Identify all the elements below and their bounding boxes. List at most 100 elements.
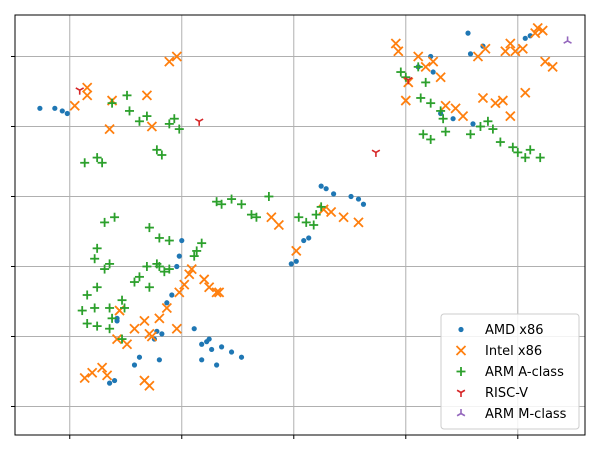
point-s3-0 (194, 118, 204, 126)
point-s2-31 (212, 197, 222, 207)
point-s2-68 (164, 236, 174, 246)
point-s2-50 (438, 114, 448, 124)
point-s1-5 (146, 121, 158, 132)
point-s1-29 (101, 370, 113, 381)
point-s1-17 (204, 282, 215, 293)
point-s2-54 (466, 129, 476, 139)
point-s1-38 (338, 212, 349, 223)
point-s2-77 (105, 303, 115, 313)
point-s2-52 (426, 134, 436, 144)
legend: AMD x86 Intel x86 ARM A-class RISC-V ARM M-c… (440, 313, 580, 430)
data-points (37, 22, 572, 391)
point-s1-25 (171, 323, 182, 334)
point-s0-23 (169, 292, 175, 298)
point-s0-33 (355, 196, 362, 202)
point-s1-28 (87, 367, 98, 378)
point-s0-29 (318, 183, 324, 189)
point-s1-14 (184, 269, 195, 280)
point-s2-35 (246, 210, 256, 220)
point-s0-5 (164, 300, 170, 306)
point-s0-13 (131, 362, 138, 368)
point-s1-65 (480, 43, 491, 54)
legend-label-0: AMD x86 (485, 323, 544, 338)
point-s2-26 (152, 145, 162, 155)
point-s1-60 (537, 25, 548, 36)
series-arm-m-class (563, 36, 572, 44)
legend-marker-3 (456, 389, 466, 397)
series-risc-v (75, 76, 413, 157)
point-s1-0 (69, 100, 80, 111)
point-s0-0 (37, 105, 43, 111)
point-s2-2 (107, 313, 117, 323)
point-s0-26 (179, 237, 185, 244)
point-s2-22 (142, 111, 152, 121)
point-s1-18 (211, 287, 222, 298)
point-s2-33 (227, 194, 237, 204)
point-s0-24 (174, 263, 180, 270)
point-s2-0 (82, 319, 92, 329)
point-s1-45 (435, 72, 446, 83)
point-s0-17 (206, 336, 212, 342)
point-s2-61 (520, 153, 530, 163)
point-s0-12 (136, 354, 143, 360)
point-s1-56 (517, 43, 528, 54)
point-s0-32 (348, 193, 354, 200)
point-s2-6 (134, 272, 144, 282)
point-s1-2 (82, 90, 93, 101)
point-s1-41 (393, 46, 404, 57)
point-s2-29 (92, 153, 102, 163)
point-s0-10 (106, 380, 113, 386)
legend-label-1: Intel x86 (485, 344, 542, 359)
point-s2-53 (441, 127, 451, 137)
point-s2-19 (122, 90, 132, 100)
point-s1-30 (79, 372, 90, 384)
point-s2-25 (164, 119, 174, 129)
point-s2-44 (401, 72, 411, 82)
point-s2-14 (164, 264, 174, 274)
point-s2-7 (144, 282, 154, 292)
point-s1-32 (144, 380, 155, 391)
point-s2-51 (418, 129, 428, 139)
point-s2-27 (157, 150, 167, 160)
point-s2-43 (396, 67, 406, 77)
legend-marker-1 (455, 345, 467, 356)
point-s1-27 (96, 362, 108, 373)
point-s2-42 (316, 202, 326, 212)
point-s1-16 (199, 274, 210, 285)
point-s1-66 (472, 51, 484, 62)
point-s2-48 (426, 98, 436, 108)
point-s2-39 (301, 217, 311, 227)
point-s2-55 (475, 121, 485, 131)
point-s2-16 (192, 246, 202, 256)
plot-frame (14, 14, 586, 436)
point-s0-14 (156, 357, 162, 363)
point-s0-1 (52, 105, 58, 111)
point-s1-62 (530, 28, 541, 39)
point-s1-11 (146, 331, 158, 342)
point-s2-71 (105, 259, 115, 269)
point-s1-8 (171, 51, 182, 62)
point-s1-7 (164, 56, 175, 67)
point-s1-13 (179, 279, 190, 290)
point-s1-42 (413, 51, 424, 62)
point-s2-65 (110, 212, 120, 222)
point-s3-3 (75, 87, 85, 95)
point-s0-25 (176, 253, 182, 259)
point-s0-21 (214, 362, 220, 368)
point-s1-63 (505, 38, 516, 49)
point-s2-74 (82, 290, 92, 300)
point-s2-30 (97, 158, 107, 168)
point-s0-37 (288, 261, 294, 267)
point-s1-24 (161, 302, 172, 314)
point-s2-38 (294, 212, 304, 222)
point-s2-9 (117, 334, 127, 344)
point-s0-3 (64, 110, 70, 117)
point-s2-23 (169, 114, 179, 124)
point-s2-58 (495, 137, 505, 147)
point-s0-36 (306, 235, 312, 241)
point-s1-39 (353, 217, 364, 228)
point-s2-34 (237, 199, 247, 209)
point-s2-12 (154, 261, 164, 271)
